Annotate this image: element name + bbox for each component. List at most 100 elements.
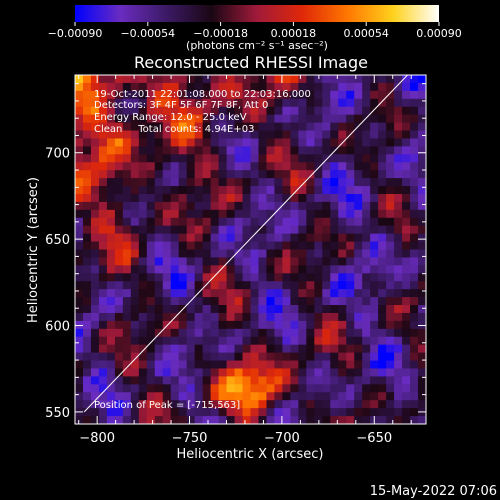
heatmap-cell: [234, 312, 244, 322]
heatmap-cell: [298, 352, 307, 362]
heatmap-cell: [378, 384, 387, 393]
heatmap-cell: [218, 122, 228, 132]
heatmap-cell: [226, 75, 236, 84]
heatmap-cell: [106, 305, 116, 314]
heatmap-cell: [210, 352, 220, 362]
heatmap-cell: [314, 170, 323, 179]
heatmap-cell: [186, 312, 196, 322]
heatmap-cell: [338, 273, 347, 282]
heatmap-cell: [122, 178, 132, 187]
heatmap-cell: [186, 400, 196, 409]
heatmap-cell: [202, 233, 212, 243]
heatmap-cell: [322, 249, 331, 259]
heatmap-cell: [242, 265, 252, 274]
heatmap-cell: [162, 186, 172, 195]
heatmap-cell: [106, 178, 116, 187]
heatmap-cell: [226, 265, 236, 274]
heatmap-cell: [282, 336, 291, 346]
heatmap-cell: [226, 336, 236, 346]
heatmap-cell: [122, 241, 132, 251]
heatmap-cell: [346, 400, 355, 409]
heatmap-cell: [154, 352, 164, 362]
heatmap-cell: [290, 146, 299, 155]
heatmap-cell: [394, 146, 403, 155]
heatmap-cell: [378, 281, 387, 290]
heatmap-cell: [418, 130, 426, 140]
heatmap-cell: [258, 257, 268, 266]
heatmap-cell: [314, 344, 323, 354]
heatmap-cell: [194, 368, 204, 378]
heatmap-cell: [114, 328, 124, 338]
heatmap-cell: [242, 336, 252, 346]
heatmap-cell: [98, 416, 108, 424]
heatmap-cell: [234, 106, 244, 116]
heatmap-cell: [98, 90, 108, 100]
heatmap-cell: [354, 352, 363, 362]
heatmap-cell: [330, 392, 339, 401]
heatmap-cell: [82, 297, 92, 306]
heatmap-cell: [386, 122, 395, 132]
heatmap-cell: [290, 408, 299, 417]
heatmap-cell: [378, 312, 387, 322]
heatmap-cell: [274, 320, 284, 330]
heatmap-cell: [178, 241, 188, 251]
heatmap-cell: [210, 416, 220, 424]
heatmap-cell: [394, 186, 403, 195]
heatmap-cell: [98, 408, 108, 417]
heatmap-cell: [202, 281, 212, 290]
heatmap-cell: [242, 217, 252, 227]
heatmap-cell: [202, 289, 212, 298]
heatmap-cell: [186, 98, 196, 108]
heatmap-cell: [146, 114, 156, 124]
heatmap-cell: [298, 209, 307, 219]
heatmap-cell: [282, 217, 291, 227]
heatmap-cell: [210, 106, 220, 116]
heatmap-cell: [154, 336, 164, 346]
heatmap-cell: [274, 193, 284, 203]
heatmap-cell: [274, 249, 284, 259]
heatmap-cell: [146, 352, 156, 362]
heatmap-cell: [82, 416, 92, 424]
heatmap-cell: [306, 289, 315, 298]
heatmap-cell: [234, 209, 244, 219]
heatmap-cell: [322, 384, 331, 393]
heatmap-cell: [242, 82, 252, 92]
heatmap-cell: [242, 162, 252, 171]
heatmap-cell: [130, 376, 140, 385]
heatmap-cell: [82, 352, 92, 362]
heatmap-cell: [394, 233, 403, 243]
heatmap-cell: [402, 297, 411, 306]
heatmap-cell: [90, 98, 100, 108]
heatmap-cell: [75, 416, 84, 424]
heatmap-cell: [186, 90, 196, 100]
heatmap-cell: [226, 209, 236, 219]
heatmap-cell: [362, 201, 371, 211]
heatmap-cell: [202, 312, 212, 322]
heatmap-cell: [266, 265, 276, 274]
heatmap-cell: [162, 225, 172, 235]
heatmap-cell: [202, 90, 212, 100]
heatmap-cell: [290, 75, 299, 84]
heatmap-cell: [98, 217, 108, 227]
heatmap-cell: [274, 360, 284, 370]
heatmap-cell: [266, 376, 276, 385]
heatmap-cell: [210, 297, 220, 306]
heatmap-cell: [75, 360, 84, 370]
heatmap-cell: [394, 352, 403, 362]
heatmap-cell: [210, 154, 220, 163]
heatmap-cell: [410, 154, 419, 163]
heatmap-cell: [242, 209, 252, 219]
heatmap-cell: [138, 384, 148, 393]
heatmap-cell: [386, 106, 395, 116]
heatmap-cell: [210, 312, 220, 322]
heatmap-cell: [330, 106, 339, 116]
heatmap-cell: [98, 241, 108, 251]
colorbar-tick-label: 0.00054: [343, 27, 389, 40]
heatmap-cell: [186, 344, 196, 354]
heatmap-cell: [210, 281, 220, 290]
heatmap-cell: [106, 98, 116, 108]
heatmap-cell: [322, 217, 331, 227]
heatmap-cell: [338, 281, 347, 290]
heatmap-cell: [282, 193, 291, 203]
heatmap-cell: [170, 360, 180, 370]
